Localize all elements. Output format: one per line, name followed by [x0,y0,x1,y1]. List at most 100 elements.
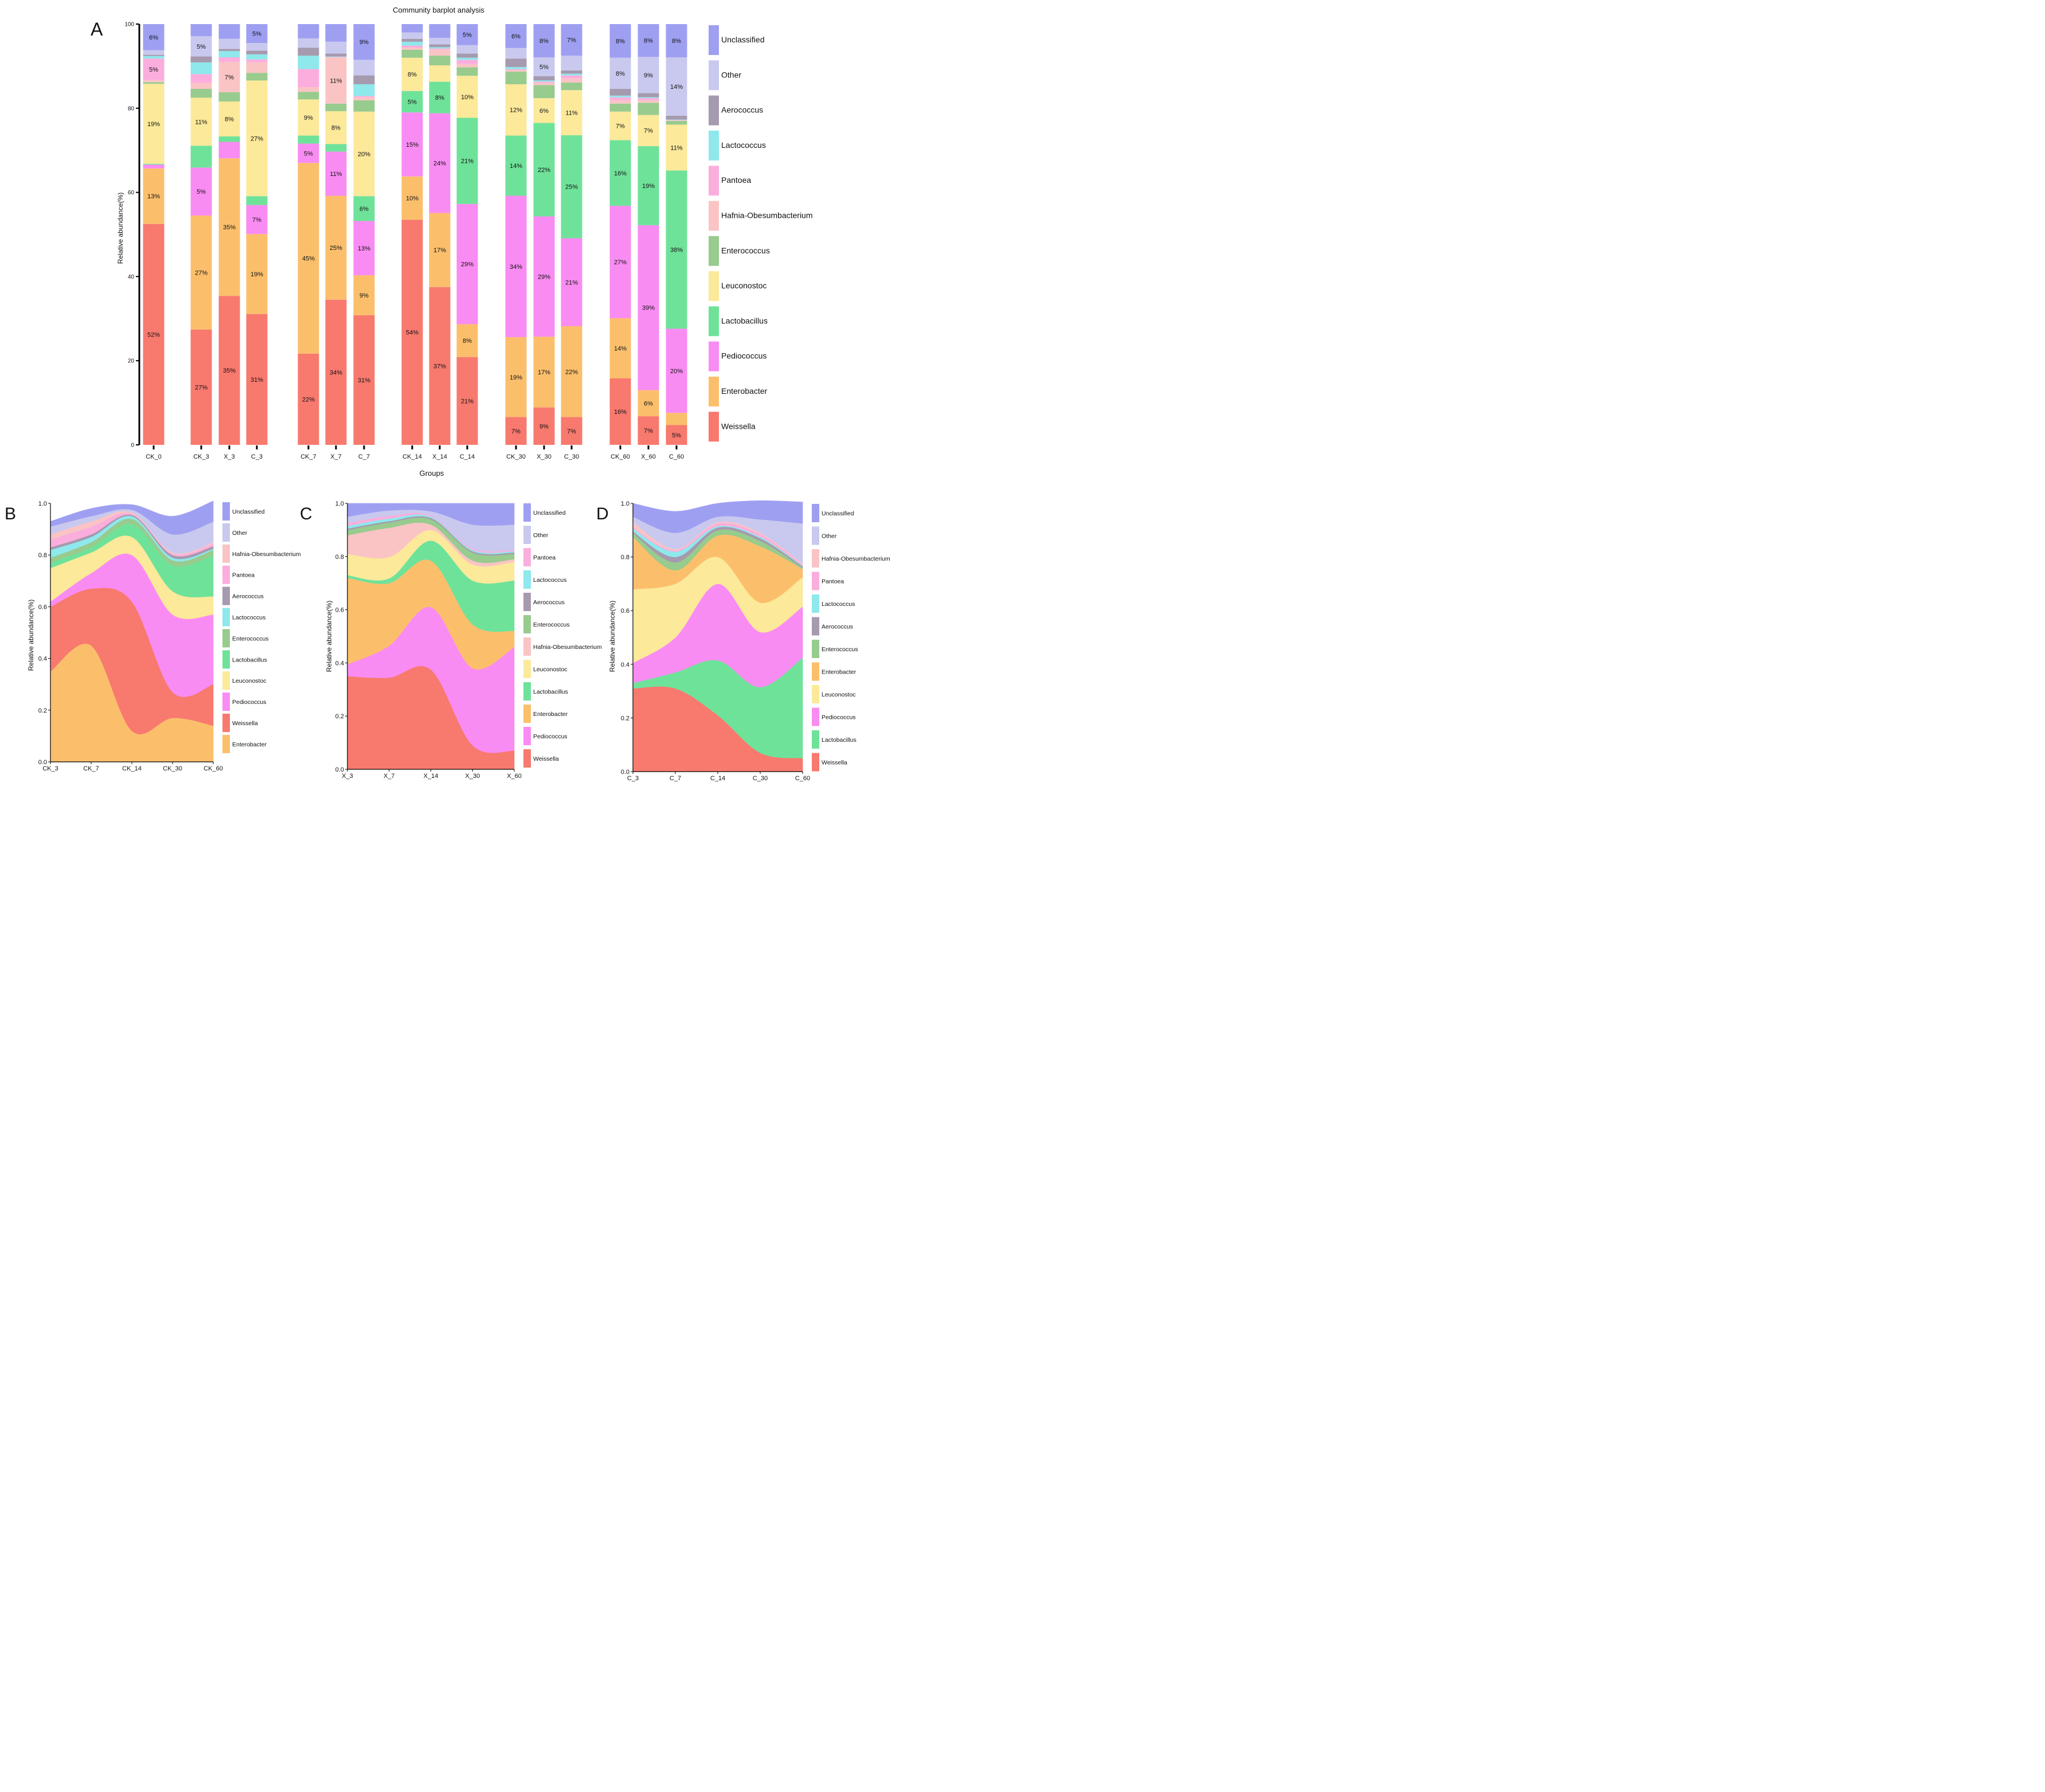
panel-a-label: A [91,19,103,40]
bar-segment-aerococcus [638,93,659,97]
area-unclassified [50,500,214,535]
bar-value-label: 8% [616,71,625,77]
bar-segment-unclassified [533,24,555,57]
bar-segment-other [533,57,555,77]
bar-value-label: 9% [359,39,369,46]
panel-a-x-tick-label: C_7 [358,453,370,460]
bar-segment-pantoea [246,59,268,62]
legend-swatch-leuconostoc [523,660,531,678]
x-tick-label: C_7 [670,775,681,782]
bar-value-label: 6% [359,206,369,213]
bar-segment-aerococcus [218,49,240,51]
bar-segment-other [190,36,212,57]
y-tick-label: 0.8 [335,554,344,561]
bar-segment-leuconostoc [298,99,319,136]
legend-label-lactococcus: Lactococcus [232,615,265,621]
bar-segment-unclassified [666,24,687,57]
bar-value-label: 21% [565,279,578,286]
x-tick-label: CK_30 [163,765,182,772]
bar-segment-enterobacter [533,337,555,408]
bar-segment-leuconostoc [429,65,451,82]
bar-segment-weissella [561,417,582,445]
legend-swatch-aerococcus [523,593,531,611]
legend-swatch-pediococcus [812,707,819,726]
bar-segment-leuconostoc [246,80,268,197]
legend-swatch-lactobacillus [709,306,719,337]
x-tick-label: X_60 [507,773,522,780]
bar-segment-lactobacillus [190,146,212,168]
bar-value-label: 6% [539,108,549,115]
legend-label-lactobacillus: Lactobacillus [822,737,857,744]
bar-segment-hafnia-obesumbacterium [456,64,478,68]
legend-swatch-lactococcus [222,608,230,627]
bar-segment-hafnia-obesumbacterium [218,62,240,92]
bar-segment-hafnia-obesumbacterium [533,83,555,85]
bar-segment-lactobacillus [533,123,555,217]
legend-swatch-pediococcus [523,727,531,745]
bar-segment-other [666,57,687,116]
bar-segment-lactococcus [505,66,527,69]
bar-segment-leuconostoc [533,98,555,123]
y-tick-label: 0.4 [38,656,47,663]
x-tick-label: CK_14 [122,765,142,772]
legend-label-aerococcus: Aerococcus [822,624,853,631]
bar-value-label: 12% [510,107,522,114]
panel-a-x-tick-label: C_60 [669,453,684,460]
bar-value-label: 5% [197,189,206,195]
bar-value-label: 25% [565,184,578,191]
x-tick-label: CK_60 [204,765,223,772]
bar-segment-pediococcus [505,195,527,338]
bar-value-label: 11% [330,77,342,84]
y-tick-label: 0.2 [621,715,629,722]
legend-swatch-unclassified [222,502,230,521]
legend-swatch-enterobacter [812,662,819,681]
legend-label-lactobacillus: Lactobacillus [721,316,768,325]
bar-value-label: 45% [302,255,315,262]
bar-value-label: 7% [644,128,653,135]
bar-segment-enterococcus [561,83,582,91]
legend-label-pantoea: Pantoea [533,554,556,561]
bar-segment-lactobacillus [666,170,687,329]
bar-segment-enterococcus [190,89,212,98]
bar-segment-pediococcus [190,167,212,216]
bar-segment-enterococcus [143,82,165,84]
bar-segment-enterobacter [353,275,375,315]
legend-label-pediococcus: Pediococcus [721,351,767,361]
bar-segment-leuconostoc [505,84,527,136]
bar-value-label: 8% [408,72,417,79]
panel-a-y-tick-label: 0 [131,443,134,449]
legend-swatch-aerococcus [222,586,230,605]
area-unclassified [347,503,515,526]
legend-label-enterobacter: Enterobacter [232,741,267,748]
y-tick-label: 1.0 [621,500,629,507]
panel-a-x-tick-label: CK_14 [402,453,422,460]
bar-segment-aerococcus [505,58,527,67]
bar-segment-other [246,43,268,51]
bar-value-label: 7% [225,74,234,81]
bar-segment-other [298,38,319,48]
legend-swatch-lactococcus [523,570,531,589]
bar-segment-weissella [353,315,375,445]
legend-label-enterococcus: Enterococcus [533,621,570,628]
y-tick-label: 0.4 [335,660,344,667]
bar-segment-other [325,41,347,54]
legend-swatch-unclassified [523,503,531,522]
bar-value-label: 8% [616,38,625,45]
bar-value-label: 9% [359,292,369,299]
bar-segment-aerococcus [246,50,268,54]
panel-a-y-tick-label: 80 [128,105,135,112]
legend-swatch-hafnia-obesumbacterium [709,201,719,231]
panel-a-x-tick-label: CK_0 [146,453,162,460]
bar-segment-leuconostoc [609,111,631,140]
bar-segment-enterobacter [401,176,423,220]
legend-swatch-weissella [222,714,230,732]
bar-value-label: 22% [565,369,578,375]
legend-label-enterococcus: Enterococcus [822,646,858,653]
legend-label-pantoea: Pantoea [822,578,844,585]
bar-segment-hafnia-obesumbacterium [609,100,631,104]
bar-segment-unclassified [456,24,478,45]
bar-segment-aerococcus [190,56,212,62]
bar-segment-enterococcus [246,73,268,81]
y-tick-label: 0.0 [621,769,629,776]
bar-segment-pantoea [505,69,527,71]
